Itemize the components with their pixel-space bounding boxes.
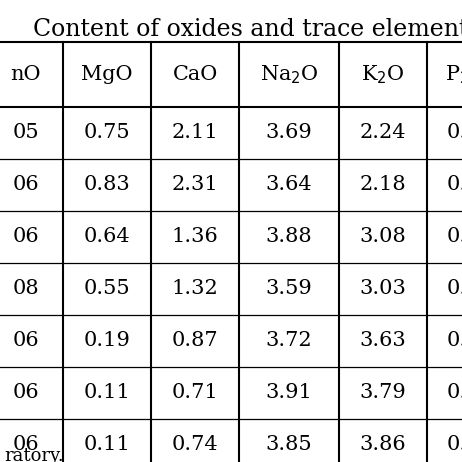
Text: 1.36: 1.36 [171,227,219,247]
Text: 0.: 0. [447,332,462,351]
Text: 0.74: 0.74 [172,436,219,455]
Text: 0.11: 0.11 [84,436,130,455]
Text: 3.79: 3.79 [359,383,407,402]
Text: 0.: 0. [447,176,462,195]
Text: 0.: 0. [447,436,462,455]
Text: 06: 06 [12,332,39,351]
Text: K$_2$O: K$_2$O [361,63,405,86]
Text: 0.: 0. [447,123,462,142]
Text: 0.19: 0.19 [84,332,130,351]
Text: nO: nO [10,65,41,84]
Text: P$_2$: P$_2$ [445,63,462,86]
Text: 3.08: 3.08 [359,227,407,247]
Text: 2.11: 2.11 [171,123,219,142]
Text: 2.31: 2.31 [171,176,219,195]
Text: 2.24: 2.24 [360,123,406,142]
Text: 3.72: 3.72 [266,332,312,351]
Text: 08: 08 [12,280,39,298]
Text: 3.63: 3.63 [359,332,407,351]
Text: 3.88: 3.88 [266,227,312,247]
Text: MgO: MgO [81,65,133,84]
Text: 0.71: 0.71 [171,383,219,402]
Text: ratory.: ratory. [4,447,64,462]
Text: 0.75: 0.75 [84,123,130,142]
Text: 3.03: 3.03 [359,280,407,298]
Text: 06: 06 [12,227,39,247]
Text: Na$_2$O: Na$_2$O [260,63,318,86]
Text: 1.32: 1.32 [171,280,219,298]
Text: 3.86: 3.86 [360,436,406,455]
Text: 05: 05 [12,123,39,142]
Text: 2.18: 2.18 [360,176,406,195]
Text: 0.: 0. [447,280,462,298]
Text: 0.11: 0.11 [84,383,130,402]
Text: 3.69: 3.69 [266,123,312,142]
Text: 3.85: 3.85 [266,436,312,455]
Text: 0.55: 0.55 [84,280,130,298]
Text: 06: 06 [12,436,39,455]
Text: 0.64: 0.64 [84,227,130,247]
Text: 0.83: 0.83 [84,176,130,195]
Text: 0.: 0. [447,227,462,247]
Text: Content of oxides and trace element: Content of oxides and trace element [33,18,462,41]
Text: 3.59: 3.59 [266,280,312,298]
Text: 06: 06 [12,176,39,195]
Text: 3.64: 3.64 [266,176,312,195]
Text: CaO: CaO [172,65,218,84]
Text: 3.91: 3.91 [266,383,312,402]
Text: 0.: 0. [447,383,462,402]
Text: 0.87: 0.87 [172,332,219,351]
Text: 06: 06 [12,383,39,402]
